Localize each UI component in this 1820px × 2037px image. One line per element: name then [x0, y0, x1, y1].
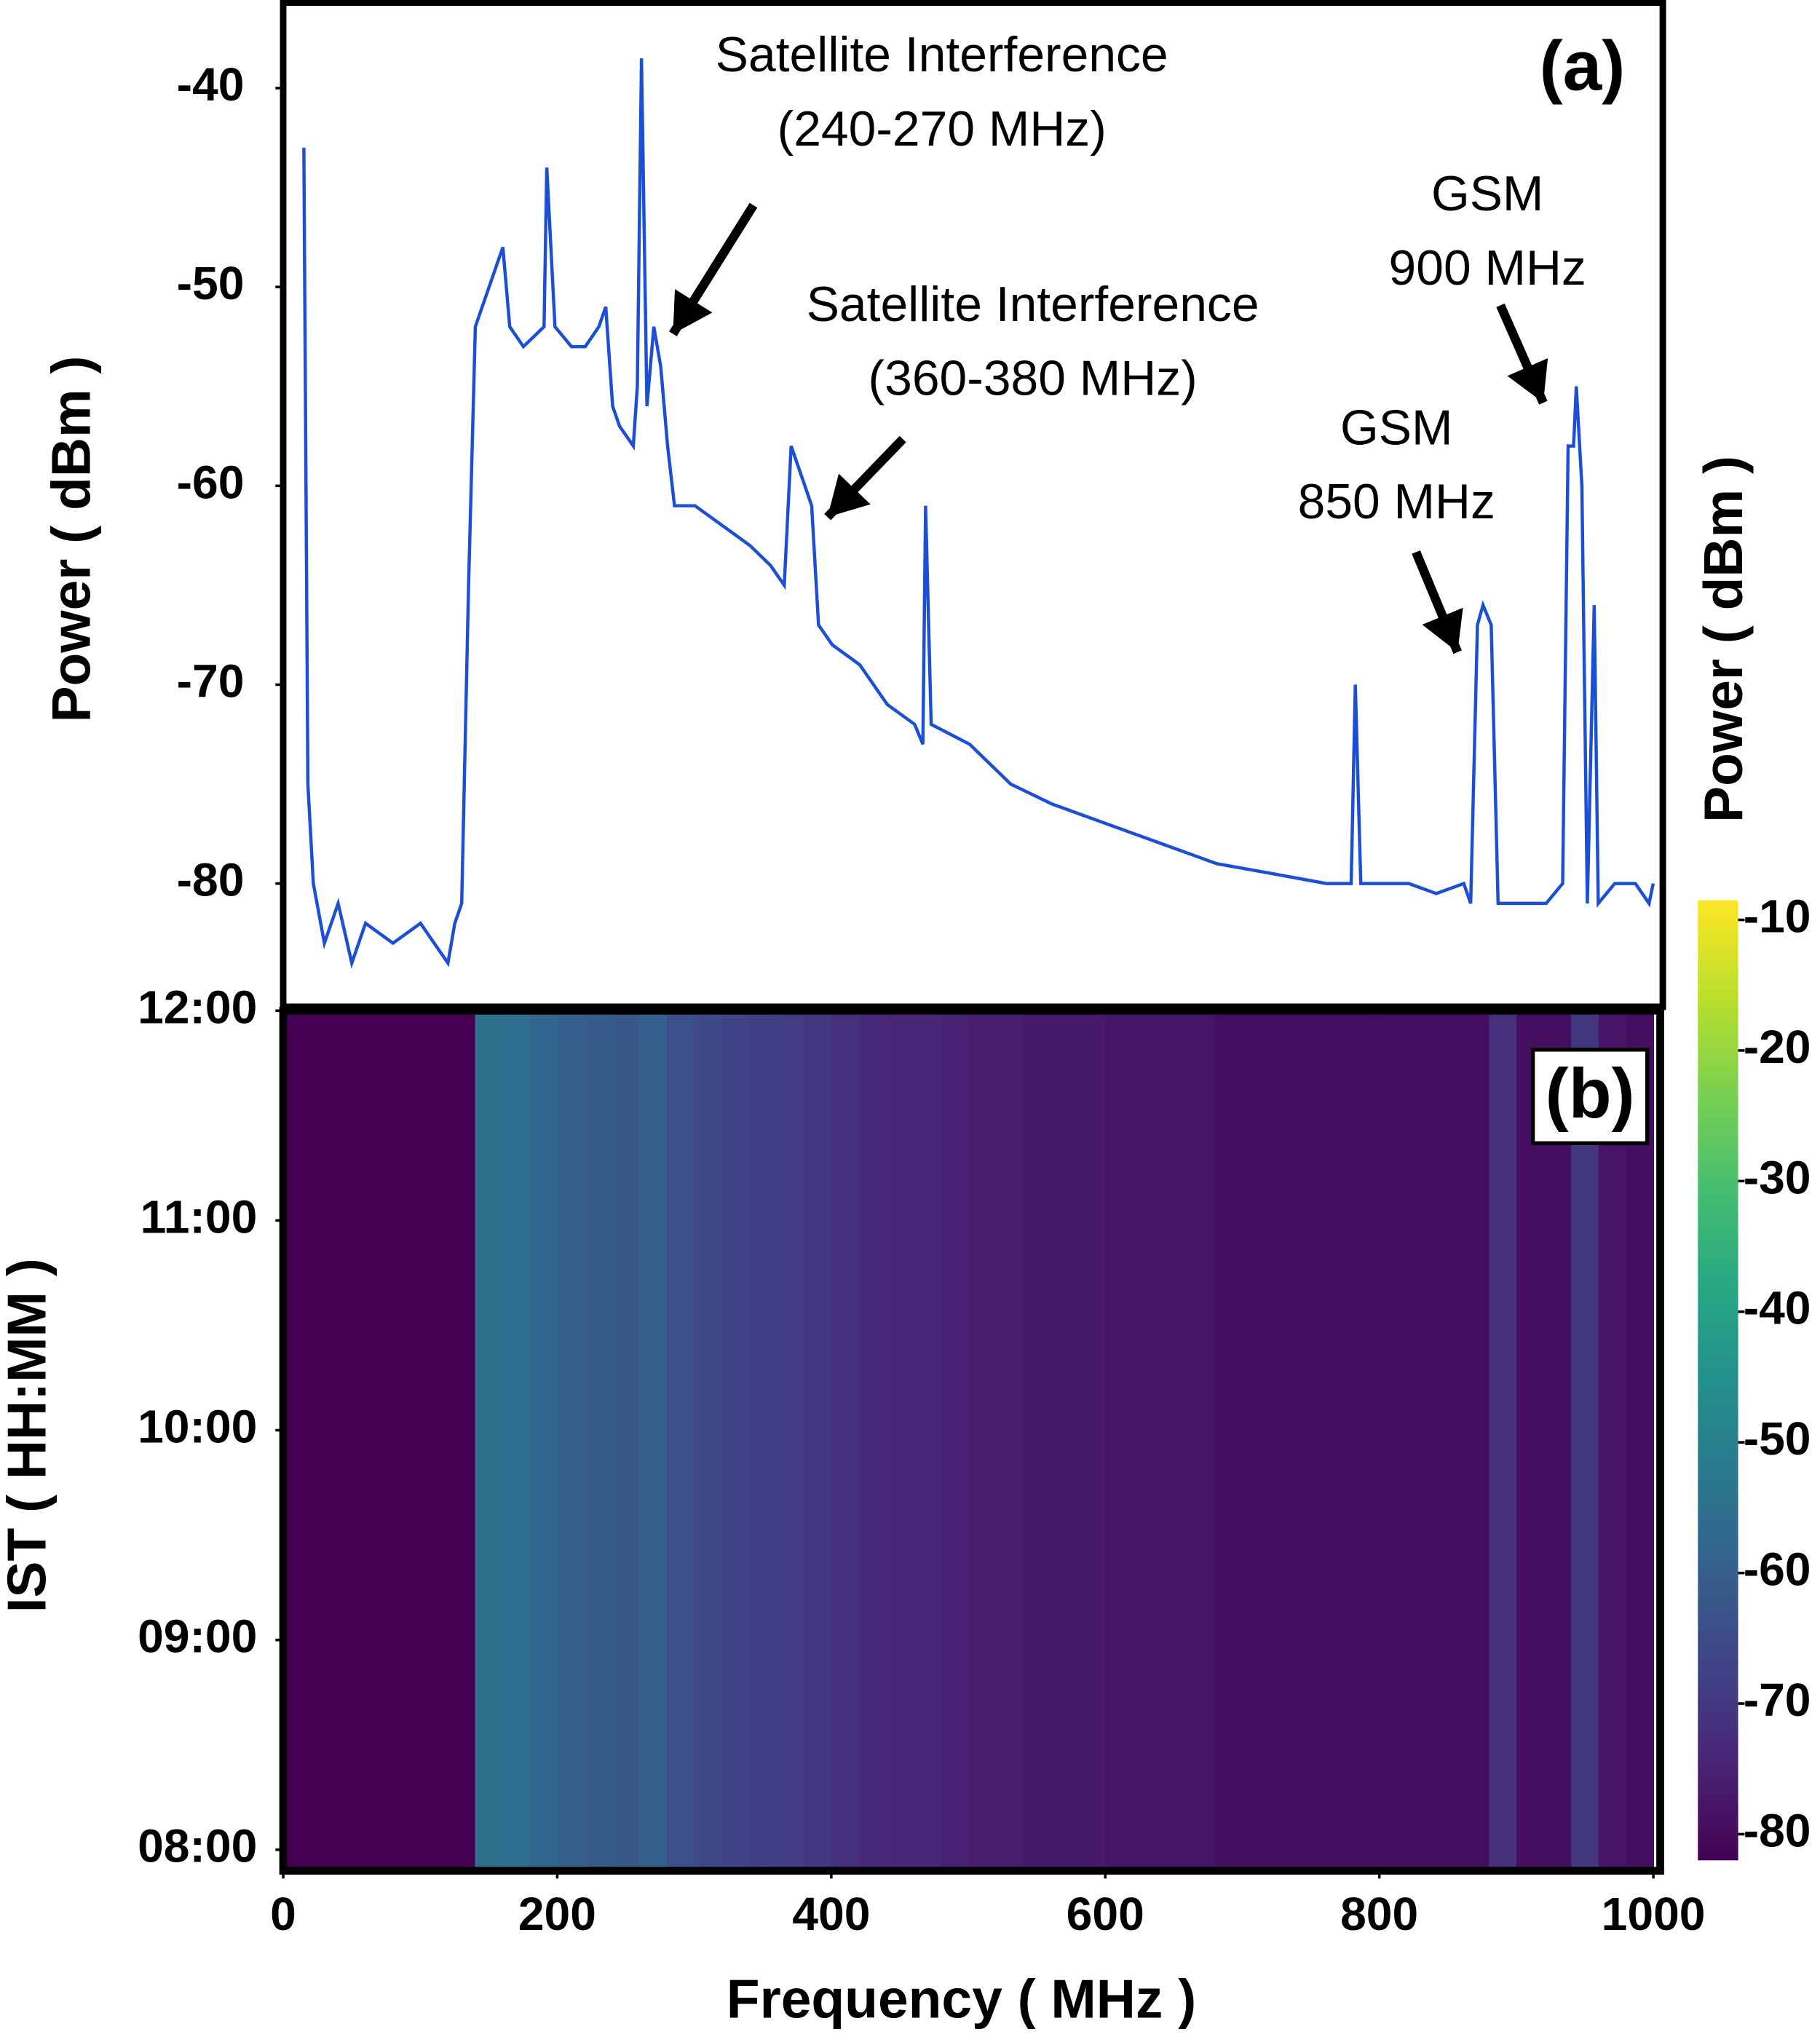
colorbar — [1698, 900, 1738, 1861]
y-tick-label: -60 — [177, 456, 245, 508]
heatmap-cell — [1379, 1010, 1408, 1871]
heatmap-cell — [666, 1010, 695, 1871]
x-tick-label: 0 — [270, 1888, 296, 1940]
heatmap-cell — [1461, 1010, 1490, 1871]
heatmap-cell — [858, 1010, 887, 1871]
annotation: Satellite Interference — [716, 28, 1168, 82]
heatmap-cell — [1023, 1010, 1051, 1871]
x-tick-label: 400 — [792, 1888, 870, 1940]
x-tick-label: 1000 — [1602, 1888, 1706, 1940]
heatmap-cell — [1324, 1010, 1353, 1871]
heatmap-cell — [831, 1010, 860, 1871]
heatmap-cell — [1077, 1010, 1107, 1871]
heatmap-cell — [475, 1010, 504, 1871]
heatmap-cell — [1352, 1010, 1380, 1871]
heatmap-cell — [968, 1010, 997, 1871]
annotation: 850 MHz — [1298, 475, 1495, 529]
colorbar-tick-label: -30 — [1744, 1151, 1811, 1203]
colorbar-label: Power ( dBm ) — [1693, 456, 1754, 823]
heatmap-cell — [804, 1010, 832, 1871]
heatmap-cell — [1187, 1010, 1216, 1871]
heatmap-cell — [612, 1010, 641, 1871]
panel-label-box — [1530, 1048, 1650, 1145]
heatmap-cell — [1433, 1010, 1463, 1871]
colorbar-tick-label: -40 — [1744, 1282, 1811, 1334]
heatmap-cell — [529, 1010, 558, 1871]
y-tick-label: -40 — [177, 58, 245, 111]
heatmap-cell — [886, 1010, 914, 1871]
heatmap-cell — [392, 1010, 422, 1871]
y-axis-label: Power ( dBm ) — [40, 356, 101, 723]
heatmap-cell — [1489, 1010, 1517, 1871]
heatmap-cell — [1571, 1010, 1599, 1871]
heatmap-cell — [1270, 1010, 1298, 1871]
colorbar-tick-label: -10 — [1744, 890, 1811, 942]
y-axis-label: IST ( HH:MM ) — [0, 1258, 58, 1613]
y-tick-label: -50 — [177, 257, 245, 309]
annotation: (240-270 MHz) — [778, 102, 1107, 157]
heatmap-cell — [1598, 1010, 1627, 1871]
arrow-head — [1422, 607, 1463, 652]
annotation: 900 MHz — [1389, 241, 1586, 296]
annotation: GSM — [1340, 400, 1452, 455]
heatmap-cell — [694, 1010, 723, 1871]
heatmap-cell — [338, 1010, 366, 1871]
heatmap-cell — [941, 1010, 969, 1871]
heatmap-cell — [420, 1010, 448, 1871]
heatmap-cell — [310, 1010, 339, 1871]
heatmap-cell — [776, 1010, 805, 1871]
heatmap-cell — [721, 1010, 750, 1871]
x-axis-label: Frequency ( MHz ) — [727, 1968, 1196, 2029]
colorbar-tick-label: -20 — [1744, 1021, 1811, 1073]
colorbar-tick-label: -60 — [1744, 1543, 1811, 1596]
heatmap-cell — [502, 1010, 531, 1871]
heatmap-cell — [1543, 1010, 1572, 1871]
heatmap-cell — [1160, 1010, 1189, 1871]
heatmap-cell — [995, 1010, 1024, 1871]
x-tick-label: 600 — [1067, 1888, 1144, 1940]
colorbar-tick-label: -80 — [1744, 1804, 1811, 1856]
heatmap-cell — [1626, 1010, 1654, 1871]
power-line — [302, 58, 1655, 969]
heatmap-cell — [1242, 1010, 1271, 1871]
panel-label: (a) — [1540, 28, 1626, 106]
y-tick-label: 12:00 — [138, 981, 257, 1033]
heatmap-cell — [1105, 1010, 1133, 1871]
heatmap-cell — [1297, 1010, 1326, 1871]
heatmap-cell — [1516, 1010, 1545, 1871]
panel-label: (b) — [1546, 1055, 1635, 1133]
x-tick-label: 200 — [518, 1888, 596, 1940]
heatmap-cell — [365, 1010, 394, 1871]
y-tick-label: 10:00 — [138, 1401, 257, 1453]
arrow-head — [1507, 357, 1548, 403]
heatmap-cell — [1050, 1010, 1079, 1871]
colorbar-tick-label: -70 — [1744, 1674, 1811, 1726]
heatmap-cell — [913, 1010, 942, 1871]
y-tick-label: 08:00 — [138, 1820, 257, 1872]
heatmap-cell — [447, 1010, 476, 1871]
annotation: Satellite Interference — [807, 277, 1259, 332]
arrow-head — [827, 473, 871, 518]
colorbar-tick-label: -50 — [1744, 1412, 1811, 1465]
annotation: (360-380 MHz) — [869, 352, 1198, 406]
heatmap-cell — [283, 1010, 312, 1871]
heatmap-cell — [585, 1010, 613, 1871]
heatmap-cell — [1214, 1010, 1243, 1871]
y-tick-label: 11:00 — [141, 1190, 258, 1243]
heatmap-cell — [557, 1010, 585, 1871]
heatmap-cell — [639, 1010, 668, 1871]
y-tick-label: -70 — [177, 654, 245, 707]
arrow-head — [673, 289, 713, 334]
x-tick-label: 800 — [1340, 1888, 1418, 1940]
annotation: GSM — [1431, 167, 1543, 221]
panel-frame — [279, 1006, 1664, 1875]
y-tick-label: -80 — [177, 854, 245, 906]
heatmap-cell — [1406, 1010, 1435, 1871]
y-tick-label: 09:00 — [138, 1610, 257, 1663]
heatmap-cell — [1132, 1010, 1161, 1871]
heatmap-cell — [748, 1010, 778, 1871]
